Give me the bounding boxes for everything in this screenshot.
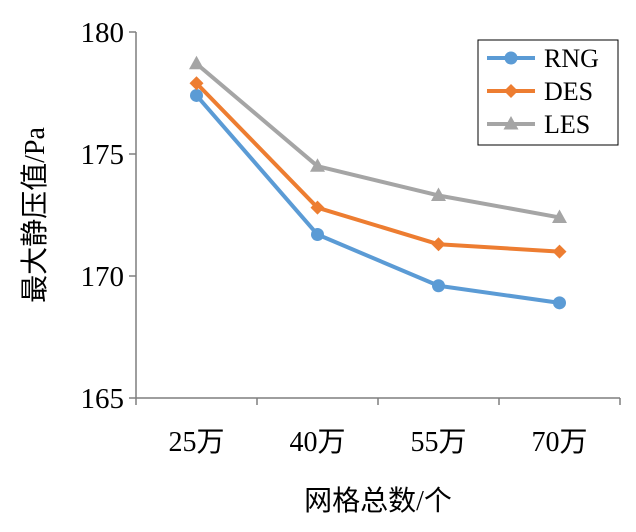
series-line (194, 61, 562, 220)
legend-item: DES (487, 77, 593, 106)
data-point (311, 228, 324, 242)
y-tick-label: 180 (81, 17, 125, 49)
legend-swatch-marker (503, 116, 519, 130)
legend-label: LES (544, 110, 590, 139)
series-line (194, 81, 562, 254)
x-tick-label: 40万 (289, 427, 345, 458)
series-rng (190, 88, 566, 310)
legend-swatch-marker (504, 84, 518, 98)
series-des (189, 76, 567, 259)
series-les (189, 55, 567, 223)
legend-label: RNG (544, 44, 599, 73)
data-point (432, 279, 445, 293)
series-layer (189, 55, 567, 310)
x-tick-label: 55万 (410, 427, 466, 458)
y-tick-label: 165 (81, 383, 125, 415)
legend-label: DES (544, 77, 593, 106)
data-point (552, 209, 567, 223)
data-point (431, 237, 446, 252)
data-point (190, 88, 203, 102)
legend: RNG DES LES (477, 39, 619, 146)
data-point (431, 187, 446, 201)
y-tick-label: 175 (81, 139, 125, 171)
x-tick-label: 70万 (531, 427, 587, 458)
data-point (552, 244, 567, 259)
series-line (194, 93, 562, 305)
data-point (310, 200, 325, 215)
data-point (189, 55, 204, 70)
y-axis-label: 最大静压值/Pa (19, 127, 51, 303)
axes: 165 170 175 180 25万 40万 55万 70万 (81, 17, 621, 458)
x-tick-label: 25万 (168, 427, 224, 458)
x-axis-label: 网格总数/个 (304, 485, 452, 517)
legend-item: LES (487, 110, 590, 139)
data-point (189, 76, 204, 91)
data-point (310, 158, 325, 172)
data-point (553, 296, 566, 310)
y-tick-label: 170 (81, 261, 125, 293)
legend-item: RNG (487, 44, 599, 73)
legend-swatch-marker (504, 51, 518, 65)
